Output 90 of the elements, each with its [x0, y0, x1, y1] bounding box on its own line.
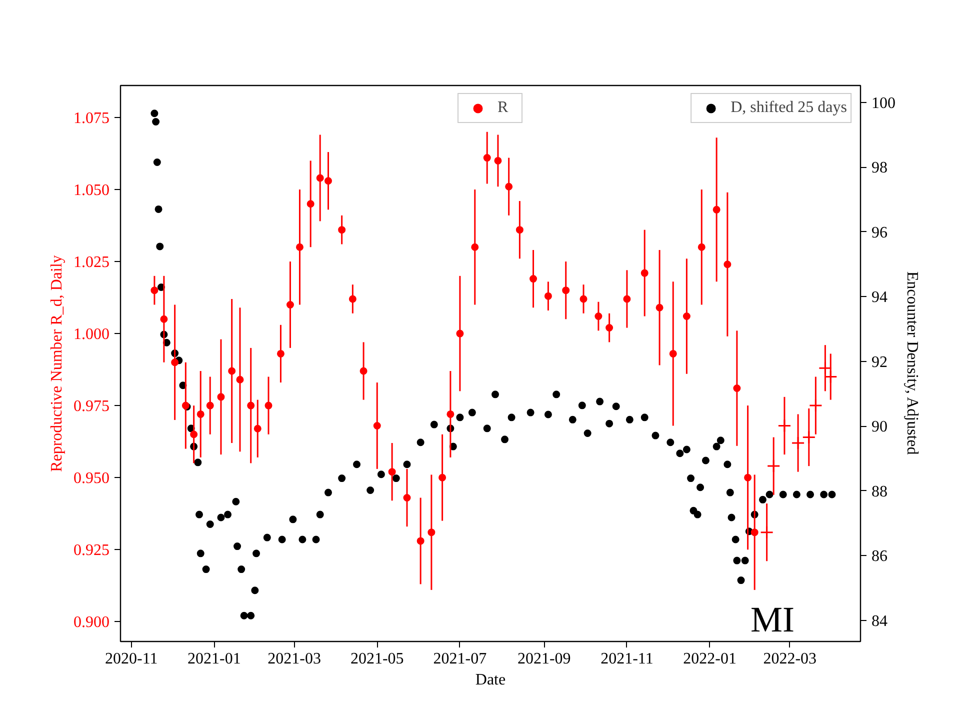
point	[640, 269, 648, 277]
point	[160, 315, 168, 323]
point	[446, 410, 454, 418]
x-tick-label: 2021-03	[268, 650, 321, 668]
point	[190, 430, 198, 438]
x-tick-label: 2021-01	[188, 650, 241, 668]
point	[236, 376, 244, 384]
y2-tick-label: 96	[872, 224, 888, 242]
point	[724, 260, 732, 268]
y2-tick-label: 100	[872, 94, 896, 112]
point	[286, 300, 294, 308]
point	[254, 424, 262, 432]
point	[247, 402, 255, 410]
x-tick-label: 2022-03	[763, 650, 817, 668]
point	[606, 324, 614, 332]
y2-tick-label: 88	[872, 483, 888, 500]
point	[760, 526, 774, 540]
legend-label: R	[498, 99, 510, 117]
y2-tick-label: 94	[872, 289, 888, 306]
y-tick-label: 0.950	[74, 470, 110, 488]
y2-tick-label: 92	[872, 354, 888, 371]
y-tick-label: 1.000	[74, 326, 110, 344]
x-tick-label: 2021-09	[517, 650, 571, 668]
point	[530, 275, 538, 283]
point	[150, 286, 158, 294]
x-tick-label: 2021-07	[433, 650, 487, 668]
point	[264, 402, 272, 410]
y-tick-label: 1.050	[74, 182, 110, 199]
point	[516, 226, 524, 234]
point	[824, 370, 838, 384]
y2-axis-title: Encounter Density, Adjusted	[904, 271, 920, 455]
y-tick-label: 0.975	[74, 398, 110, 416]
point	[808, 398, 822, 412]
legend-label: D, shifted 25 days	[730, 99, 847, 117]
x-tick-label: 2022-01	[683, 650, 736, 668]
y-tick-label: 1.025	[74, 254, 110, 272]
point	[206, 402, 214, 410]
point	[744, 474, 752, 482]
point	[750, 528, 758, 536]
x-axis-title: Date	[475, 672, 506, 688]
point	[228, 367, 236, 375]
point	[296, 243, 304, 251]
point	[791, 436, 805, 450]
point	[456, 330, 464, 338]
point	[580, 295, 588, 303]
point	[471, 243, 479, 251]
point	[698, 243, 706, 251]
point	[505, 182, 513, 190]
point	[388, 468, 396, 476]
point	[623, 295, 631, 303]
point	[360, 367, 368, 375]
annotation: MI	[750, 600, 794, 640]
y-tick-label: 1.075	[74, 110, 110, 127]
point	[733, 384, 741, 392]
y2-tick-label: 86	[872, 548, 888, 566]
point	[196, 410, 204, 418]
point	[682, 312, 690, 320]
point	[324, 177, 332, 185]
point	[669, 350, 677, 358]
point	[348, 295, 356, 303]
point	[483, 154, 491, 162]
point	[276, 350, 284, 358]
point	[171, 358, 179, 366]
point	[818, 361, 832, 375]
point	[766, 459, 780, 473]
point	[656, 304, 664, 312]
y-axis-title: Reproductive Number R_d, Daily	[48, 255, 66, 472]
point	[416, 537, 424, 545]
point	[373, 422, 381, 430]
x-tick-label: 2020-11	[104, 650, 158, 668]
y2-tick-label: 98	[872, 160, 888, 177]
point	[403, 494, 411, 502]
y-tick-label: 0.900	[74, 614, 110, 632]
point	[338, 226, 346, 234]
x-tick-label: 2021-05	[350, 650, 404, 668]
x-tick-label: 2021-11	[600, 650, 654, 668]
y2-tick-label: 90	[872, 418, 888, 436]
point	[306, 200, 314, 208]
point	[778, 418, 792, 432]
y-tick-label: 0.925	[74, 542, 110, 560]
point	[217, 393, 225, 401]
point	[438, 474, 446, 482]
point	[562, 286, 570, 294]
point	[544, 292, 552, 300]
point	[428, 528, 436, 536]
y2-tick-label: 84	[872, 612, 888, 630]
point	[494, 156, 502, 164]
point	[594, 312, 602, 320]
point	[316, 174, 324, 182]
point	[712, 206, 720, 214]
